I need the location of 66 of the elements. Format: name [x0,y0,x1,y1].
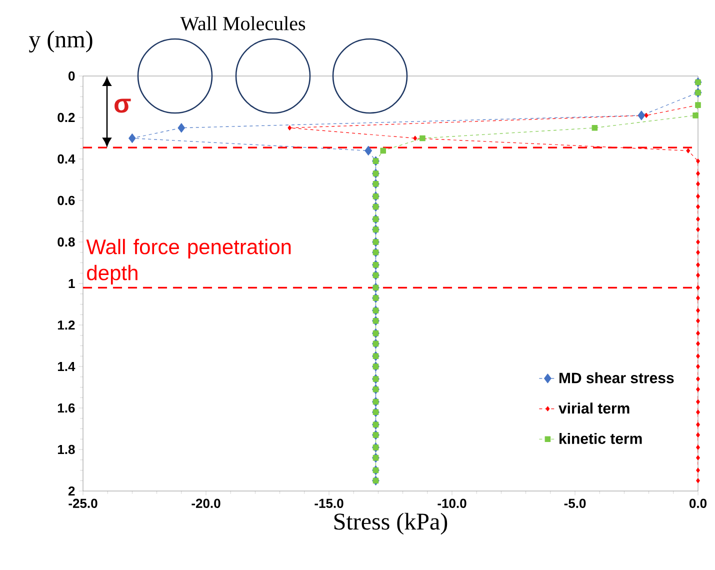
point [696,158,700,164]
y-tick-label: 0.2 [58,112,75,122]
text: Wall Molecules [180,16,306,30]
point [696,216,700,222]
point [638,110,646,120]
point [696,354,700,359]
y-tick-label: 2 [68,486,75,496]
point [696,422,700,428]
y-tick-label: 1.4 [58,362,76,371]
point [696,364,700,369]
point [696,341,700,346]
x-tick-label: -25.0 [68,498,98,508]
annotation: σ [114,98,131,113]
point [696,376,700,382]
y-tick-label: 0.4 [58,154,76,164]
x-tick-label: 0.0 [689,498,707,508]
point [686,148,690,154]
point [696,399,700,404]
point [696,444,700,450]
y-tick-label: 1.2 [58,320,75,330]
point [288,125,292,130]
y-axis-title: y (nm) [28,30,92,52]
point [696,181,700,186]
point [696,227,700,232]
x-tick-label: -5.0 [564,498,586,508]
x-axis-title: Stress (kPa) [334,512,448,535]
point [364,146,372,156]
y-tick-label: 1.6 [58,403,75,413]
point [696,194,700,199]
x-tick-label: -15.0 [314,498,344,508]
point [178,123,186,133]
point [696,250,700,255]
point [696,262,700,268]
point [696,296,700,301]
point [380,148,386,154]
point [644,112,648,118]
point [696,171,700,176]
point [692,112,698,118]
point [696,285,700,290]
point [128,133,136,144]
y-tick-label: 0.6 [58,196,75,206]
point [413,136,418,141]
point [696,455,700,460]
legend-label: virial term [558,402,630,414]
point [696,330,700,336]
legend-label: kinetic term [560,432,642,444]
point [696,386,700,392]
point [696,432,700,438]
point [696,410,700,415]
ref-line-label: Wall force penetration depth [86,238,291,284]
y-tick-label: 1 [68,279,75,288]
point [420,135,426,142]
point [592,124,598,131]
point [696,272,700,278]
point [696,204,700,210]
y-tick-label: 0.8 [58,237,75,247]
point [696,318,700,324]
legend-label: MD shear stress [559,372,674,384]
y-tick-label: 1.8 [58,444,75,454]
y-tick-label: 0 [68,71,75,81]
point [696,478,700,484]
x-tick-label: -10.0 [438,498,466,508]
point [696,468,700,473]
point [696,308,700,313]
x-tick-label: -20.0 [192,498,220,508]
point [696,240,700,244]
